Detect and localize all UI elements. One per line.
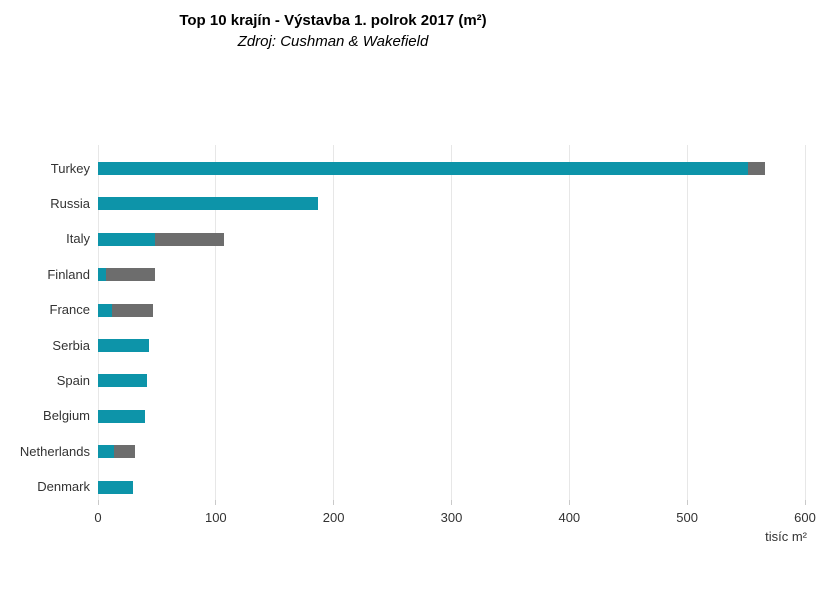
bar-teal-segment (98, 374, 148, 388)
bar-teal-segment (98, 268, 107, 282)
category-label: Serbia (52, 337, 90, 353)
bar-gray-segment (106, 268, 155, 282)
tick-label: 400 (558, 510, 581, 525)
bar-teal-segment (98, 480, 134, 494)
category-label: Russia (50, 195, 90, 211)
gridline (451, 145, 452, 500)
category-label: Italy (66, 231, 90, 247)
bar-gray-segment (112, 303, 154, 317)
axis-tick (568, 500, 570, 505)
bar-row (98, 268, 155, 282)
gridline (804, 145, 806, 500)
bar-teal-segment (98, 339, 149, 352)
bar-row (98, 445, 135, 459)
bar-row (98, 339, 149, 352)
tick-label: 600 (794, 510, 816, 525)
category-label: France (49, 302, 90, 318)
bar-teal-segment (98, 409, 146, 423)
gridline (215, 145, 217, 500)
plot-area: tisíc m² 0 100 200 300 400 500 600 Turkey Russia… (20, 145, 816, 544)
axis-tick (215, 500, 217, 505)
category-label: Netherlands (19, 443, 90, 459)
bar-teal-segment (98, 197, 319, 211)
category-label: Turkey (50, 160, 90, 176)
chart-subtitle: Zdroj: Cushman & Wakefield (237, 33, 429, 50)
tick-label: 300 (440, 510, 463, 525)
tick-label: 200 (322, 510, 345, 525)
bar-row (98, 197, 319, 211)
bar-gray-segment (748, 162, 765, 175)
bar-row (98, 409, 146, 423)
axis-tick (97, 500, 99, 505)
bar-row (98, 162, 765, 175)
axis-tick (451, 500, 452, 505)
category-label: Denmark (37, 479, 90, 495)
gridline (97, 145, 99, 500)
bar-row (98, 232, 225, 246)
bar-teal-segment (98, 232, 155, 246)
bar-row (98, 303, 154, 317)
axis-tick (804, 500, 806, 505)
chart-title: Top 10 krajín - Výstavba 1. polrok 2017 … (179, 12, 487, 29)
bar-row (98, 374, 148, 388)
tick-label: 100 (204, 510, 227, 525)
bar-teal-segment (98, 445, 115, 459)
category-label: Spain (56, 372, 90, 388)
axis-tick (333, 500, 335, 505)
tick-label: 0 (94, 510, 102, 525)
tick-label: 500 (676, 510, 698, 525)
category-label: Belgium (43, 408, 90, 424)
bar-teal-segment (98, 303, 113, 317)
bar-row (98, 480, 134, 494)
axis-unit-label: tisíc m² (765, 529, 807, 544)
category-label: Finland (47, 266, 90, 282)
bar-gray-segment (154, 232, 225, 246)
gridline (686, 145, 688, 500)
bar-teal-segment (98, 162, 749, 175)
gridline (568, 145, 570, 500)
bar-gray-segment (114, 445, 135, 459)
axis-tick (686, 500, 688, 505)
gridline (333, 145, 335, 500)
